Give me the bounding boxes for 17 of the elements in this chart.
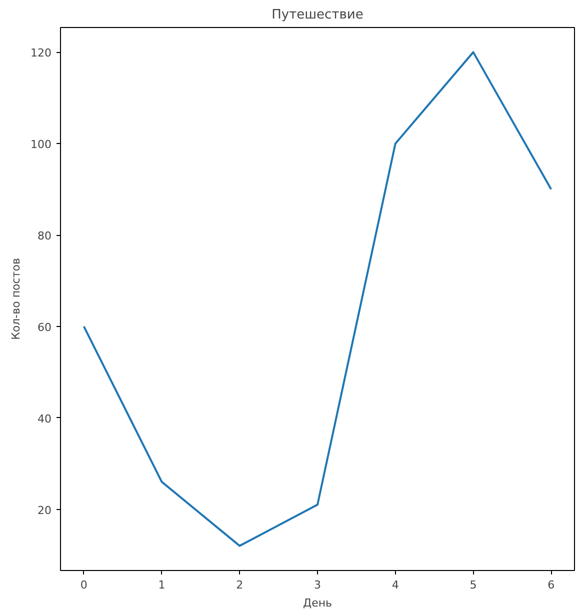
y-tick-label: 20: [38, 504, 52, 517]
x-tick-label: 2: [236, 578, 244, 592]
x-tick-label: 5: [470, 578, 477, 592]
x-tick-label: 1: [158, 578, 166, 592]
y-tick-label: 100: [30, 138, 52, 152]
y-tick-label: 80: [38, 230, 52, 243]
y-tick-label: 60: [38, 320, 52, 334]
x-tick-label: 0: [80, 578, 88, 592]
y-axis-title: Кол-во постов: [10, 258, 23, 340]
y-tick-label: 40: [38, 412, 52, 426]
x-tick-label: 4: [392, 578, 399, 592]
line-series: [82, 51, 552, 547]
x-axis-title: День: [302, 596, 332, 610]
x-tick-label: 3: [314, 578, 321, 592]
x-tick-label: 6: [548, 578, 555, 592]
chart-title: Путешествие: [272, 8, 364, 22]
y-tick-label: 120: [30, 46, 52, 60]
